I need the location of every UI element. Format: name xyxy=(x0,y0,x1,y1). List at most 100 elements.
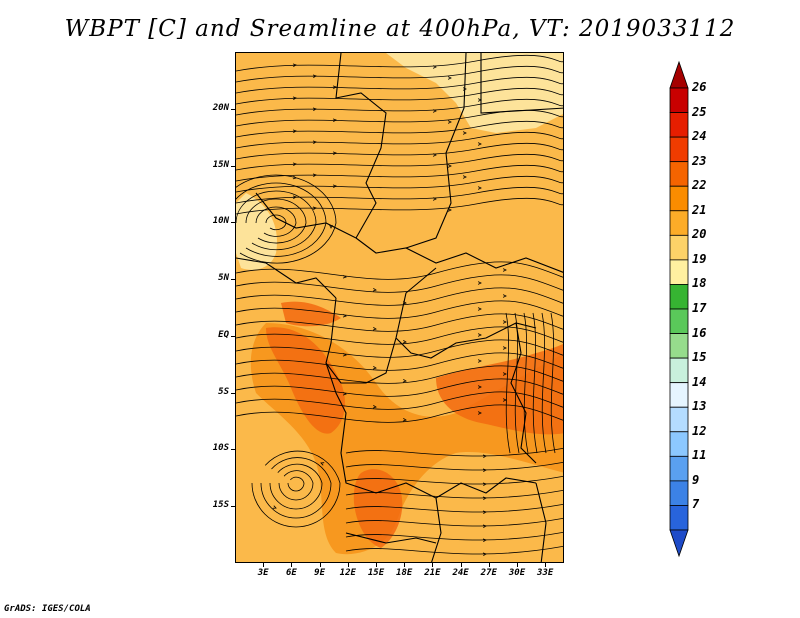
latitude-tick xyxy=(231,279,235,281)
colorbar-label: 24 xyxy=(692,129,707,144)
longitude-tick xyxy=(517,563,518,567)
streamline-arrow xyxy=(462,175,467,179)
grads-credit: GrADS: IGES/COLA xyxy=(4,604,91,614)
streamline-arrow xyxy=(312,206,317,210)
streamline xyxy=(236,76,563,94)
streamline xyxy=(245,198,307,244)
latitude-label: 5N xyxy=(218,273,229,284)
streamline xyxy=(550,312,556,454)
streamline xyxy=(236,274,563,293)
streamline-arrow xyxy=(292,195,297,199)
streamline-arrow xyxy=(312,173,317,177)
streamline xyxy=(236,142,563,160)
streamline xyxy=(541,312,547,454)
hot-zone-east xyxy=(436,343,563,435)
streamline xyxy=(236,109,563,127)
longitude-tick xyxy=(291,563,293,567)
colorbar-label: 12 xyxy=(692,423,707,438)
border-line xyxy=(325,362,377,494)
streamline-arrow xyxy=(477,359,482,363)
hot-zone-sw xyxy=(281,301,341,327)
colorbar-segment xyxy=(669,112,689,138)
longitude-label: 27E xyxy=(480,568,497,578)
streamline-arrow xyxy=(502,320,507,324)
colorbar-segment xyxy=(669,136,689,163)
streamline-arrow xyxy=(482,496,487,500)
streamline xyxy=(236,378,563,397)
streamline-arrow xyxy=(502,268,507,272)
streamline-arrow xyxy=(312,74,317,78)
longitude-label: 6E xyxy=(285,568,297,578)
longitude-tick xyxy=(263,563,265,567)
colorbar-segment xyxy=(669,455,689,482)
streamline xyxy=(236,339,563,358)
streamline-arrow xyxy=(482,454,487,458)
streamline xyxy=(236,120,563,138)
streamline-arrow xyxy=(502,372,507,376)
streamline-arrow xyxy=(482,482,487,486)
streamline-arrow xyxy=(447,208,452,212)
streamline-arrow xyxy=(482,468,487,472)
streamline xyxy=(236,186,563,204)
colorbar-segment xyxy=(669,284,689,310)
streamline-arrow xyxy=(402,418,407,422)
streamline xyxy=(345,517,563,527)
border-line xyxy=(325,267,437,384)
longitude-tick xyxy=(432,563,434,567)
colorbar-label: 26 xyxy=(692,80,707,94)
colorbar-min-triangle xyxy=(669,529,689,558)
longitude-label: 30E xyxy=(508,568,526,578)
streamline-arrow xyxy=(482,552,487,556)
longitude-tick xyxy=(319,563,321,567)
map-plot xyxy=(235,52,564,563)
longitude-label: 24E xyxy=(452,568,469,578)
colorbar-segment xyxy=(669,259,689,285)
streamline-arrow xyxy=(447,120,452,124)
longitude-tick xyxy=(545,563,547,567)
border-line xyxy=(375,477,537,499)
streamline xyxy=(236,391,563,410)
streamline-arrow xyxy=(477,307,482,311)
streamline xyxy=(236,313,563,332)
streamline-arrow xyxy=(332,151,337,155)
longitude-label: 9E xyxy=(314,568,326,578)
colorbar-label: 21 xyxy=(692,202,707,217)
colorbar-label: 23 xyxy=(692,153,707,168)
hot-zone-west xyxy=(266,327,346,434)
streamline xyxy=(236,197,563,215)
colorbar-label: 19 xyxy=(692,251,707,266)
longitude-label: 15E xyxy=(367,568,385,578)
colorbar-label: 25 xyxy=(692,104,707,119)
streamline xyxy=(236,131,563,149)
latitude-tick xyxy=(231,392,235,394)
colorbar-max-triangle xyxy=(669,60,689,89)
streamline-arrow xyxy=(462,87,467,91)
border-line xyxy=(345,532,437,544)
streamline-arrow xyxy=(447,76,452,80)
streamline xyxy=(236,65,563,83)
streamline xyxy=(236,98,563,116)
latitude-tick xyxy=(231,335,235,337)
streamline-arrow xyxy=(432,65,437,69)
streamline xyxy=(236,404,563,423)
latitude-tick xyxy=(231,449,235,451)
streamline xyxy=(236,365,563,384)
longitude-label: 21E xyxy=(424,568,441,578)
streamline-arrow xyxy=(292,129,297,133)
colorbar-label: 20 xyxy=(692,227,707,242)
streamline xyxy=(236,164,563,182)
streamline-arrow xyxy=(402,340,407,344)
streamline xyxy=(236,190,317,251)
border-line xyxy=(535,482,547,562)
colorbar-segment xyxy=(669,480,689,506)
streamline xyxy=(278,470,314,501)
border-line xyxy=(236,257,337,299)
latitude-label: 10N xyxy=(212,216,229,227)
cool-zone-north xyxy=(386,53,563,133)
streamline-arrow xyxy=(342,353,347,357)
streamline xyxy=(255,206,297,237)
streamline xyxy=(236,352,563,371)
longitude-tick xyxy=(404,563,406,567)
streamline-arrow xyxy=(332,85,337,89)
